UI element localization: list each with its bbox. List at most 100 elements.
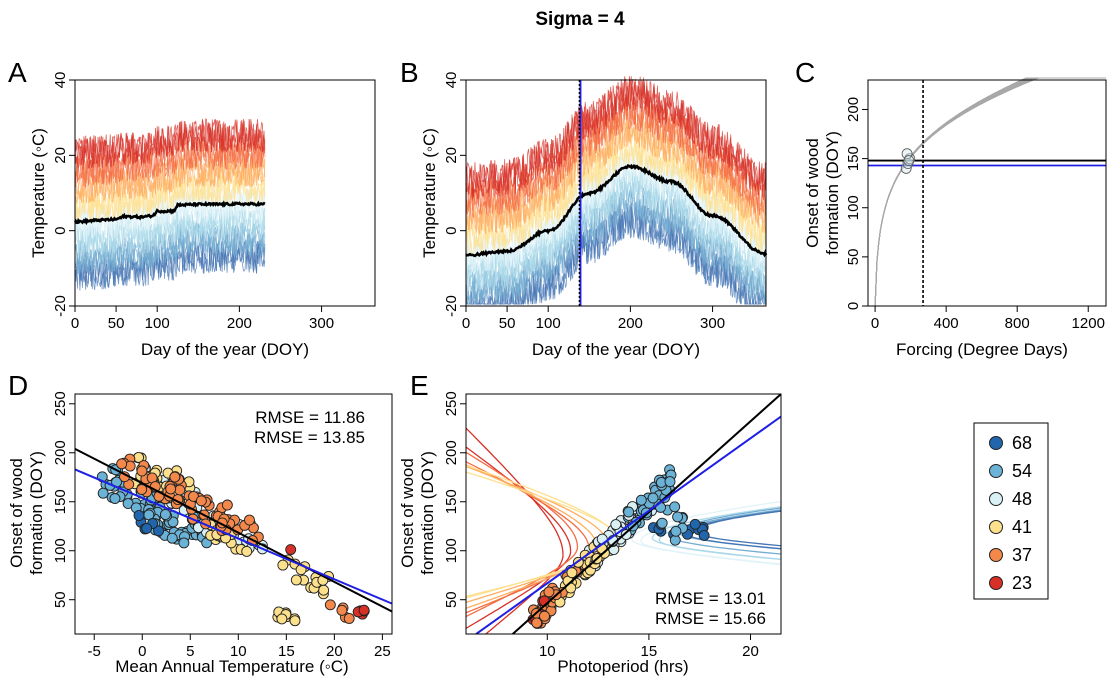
panel-c-ylabel-line1: Onset of wood [803, 138, 822, 248]
legend-label: 68 [1012, 433, 1032, 453]
x-tick-label: 200 [227, 315, 252, 332]
panel-e-point [670, 502, 680, 512]
panel-e-point [671, 526, 681, 536]
panel-letter-d: D [8, 370, 28, 401]
legend-label: 37 [1012, 545, 1032, 565]
panel-e-point [624, 507, 634, 517]
panel-e-ylabel-line2: formation (DOY) [418, 451, 437, 575]
panel-c-forcing-curve [875, 78, 1106, 306]
y-tick-label: 200 [443, 440, 460, 465]
x-tick-label: 50 [108, 315, 125, 332]
x-tick-label: 10 [539, 643, 556, 660]
panel-a-ylabel: Temperature (◦C) [29, 128, 48, 258]
legend-box [974, 423, 1048, 599]
panel-d-point [134, 510, 144, 520]
panel-b-xlabel: Day of the year (DOY) [532, 340, 700, 359]
panel-d-point [137, 485, 147, 495]
legend-swatch [990, 549, 1003, 562]
legend-swatch [990, 577, 1003, 590]
panel-e-point [657, 518, 667, 528]
panel-c-forcing-curve [875, 78, 1106, 306]
y-tick-label: 40 [52, 72, 69, 89]
panel-c-forcing-curve [875, 78, 1106, 306]
panel-e-point [539, 611, 549, 621]
panel-d-points [97, 452, 369, 625]
panel-c-forcing-curve [875, 78, 1106, 306]
panel-d-point [166, 484, 176, 494]
panel-e-curve [687, 361, 1114, 534]
y-tick-label: 100 [443, 538, 460, 563]
x-tick-label: 300 [700, 315, 725, 332]
y-tick-label: 0 [443, 226, 460, 234]
legend-swatch [990, 521, 1003, 534]
x-tick-label: 1200 [1072, 315, 1105, 332]
panel-d-point [167, 533, 177, 543]
panel-c-forcing-curve [875, 78, 1106, 306]
panel-c-forcing-curve [875, 78, 1106, 306]
panel-c-forcing-curve [875, 78, 1106, 306]
panel-c-forcing-curve [875, 78, 1106, 306]
panel-c-forcing-curve [875, 78, 1106, 306]
panel-d-point [242, 546, 252, 556]
legend-label: 41 [1012, 517, 1032, 537]
panel-c-forcing-curve [875, 78, 1106, 306]
panel-d-rmse-black: RMSE = 11.86 [255, 408, 365, 427]
panel-b-ylabel: Temperature (◦C) [420, 128, 439, 258]
legend-label: 54 [1012, 461, 1032, 481]
panel-d-point [98, 488, 108, 498]
panel-d-fit-black [75, 449, 392, 612]
panel-d-point [337, 605, 347, 615]
panel-e-curve [696, 359, 1114, 532]
panel-e-photoperiod-curves [122, 359, 1114, 641]
panel-d-ylabel-line2: formation (DOY) [27, 451, 46, 575]
panel-letter-a: A [8, 57, 27, 88]
legend-swatch [990, 465, 1003, 478]
panel-c-forcing-curves [875, 78, 1106, 306]
panel-e-ylabel-line1: Onset of wood [398, 458, 417, 568]
panel-d-fit-blue [75, 469, 392, 603]
figure-title: Sigma = 4 [535, 9, 625, 30]
y-tick-label: 200 [52, 440, 69, 465]
panel-d-point [110, 493, 120, 503]
x-tick-label: 100 [145, 315, 170, 332]
x-tick-label: 300 [309, 315, 334, 332]
panel-e-rmse-blue: RMSE = 15.66 [655, 609, 766, 628]
x-tick-label: 0 [462, 315, 470, 332]
panel-c-forcing-curve [875, 78, 1106, 306]
panel-d-point [359, 605, 369, 615]
panel-d-point [160, 509, 170, 519]
panel-letter-c: C [795, 57, 815, 88]
y-tick-label: 150 [443, 489, 460, 514]
panel-d-point [196, 496, 206, 506]
panel-c-forcing-curve [875, 78, 1106, 306]
y-tick-label: 40 [443, 72, 460, 89]
panel-d-point [170, 472, 180, 482]
panel-d-point [291, 575, 301, 585]
x-tick-label: 50 [499, 315, 516, 332]
panel-e-point [636, 495, 646, 505]
panel-c-forcing-curve [875, 78, 1106, 306]
x-tick-label: 100 [536, 315, 561, 332]
x-tick-label: 400 [934, 315, 959, 332]
panel-c-forcing-curve [875, 78, 1106, 306]
panel-d-point [290, 616, 300, 626]
panel-d-point [244, 515, 254, 525]
panel-c-forcing-curve [875, 78, 1106, 306]
panel-d-point [137, 466, 147, 476]
panel-c-forcing-curve [875, 78, 1106, 306]
panel-c-frame [868, 80, 1106, 306]
legend-label: 48 [1012, 489, 1032, 509]
x-tick-label: 0 [871, 315, 879, 332]
panel-c-forcing-curve [875, 78, 1106, 306]
panel-c-forcing-curve [875, 78, 1106, 306]
panel-c-forcing-curve [875, 78, 1106, 306]
panel-d-point [277, 614, 287, 624]
legend-swatch [990, 437, 1003, 450]
y-tick-label: -20 [443, 295, 460, 317]
panel-d-point [175, 485, 185, 495]
